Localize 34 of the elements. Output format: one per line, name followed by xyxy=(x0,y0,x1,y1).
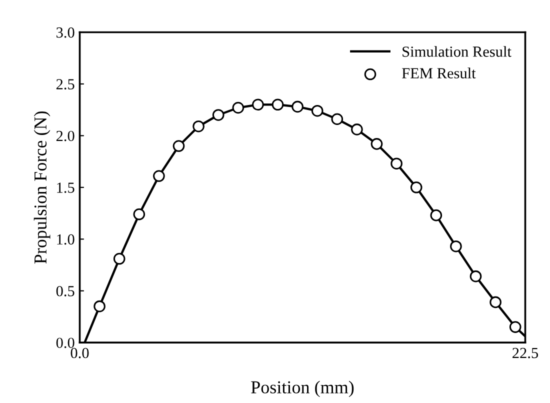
legend-label: FEM Result xyxy=(402,68,476,78)
y-tick-label: 2.0 xyxy=(56,130,74,142)
y-tick-label: 2.5 xyxy=(56,79,74,90)
y-axis-title: Propulsion Force (N) xyxy=(34,111,50,264)
point xyxy=(153,170,165,182)
y-tick-label: 1.5 xyxy=(57,182,74,193)
x-axis-title: Position (mm) xyxy=(251,380,354,398)
point xyxy=(490,296,502,308)
point xyxy=(509,321,522,333)
point xyxy=(172,140,185,152)
y-tick-label: 0.0 xyxy=(56,338,74,348)
point xyxy=(410,181,422,194)
point xyxy=(292,100,304,113)
x-tick-label: 22.5 xyxy=(512,348,538,358)
point xyxy=(390,158,402,170)
point xyxy=(252,98,264,111)
y-tick-label: 0.5 xyxy=(56,286,74,296)
legend-label: Simulation Result xyxy=(402,46,512,57)
point xyxy=(351,124,363,136)
point xyxy=(470,270,482,282)
point xyxy=(133,208,146,220)
point xyxy=(450,240,462,252)
point xyxy=(232,102,244,114)
point xyxy=(331,113,344,126)
point xyxy=(212,109,224,121)
y-tick-label: 3.0 xyxy=(56,27,74,38)
point xyxy=(192,120,204,132)
point xyxy=(430,209,442,222)
point xyxy=(370,138,383,150)
point xyxy=(272,98,284,111)
point xyxy=(113,252,126,265)
point xyxy=(311,104,324,117)
point xyxy=(94,300,106,312)
y-tick-label: 1.0 xyxy=(57,234,74,245)
